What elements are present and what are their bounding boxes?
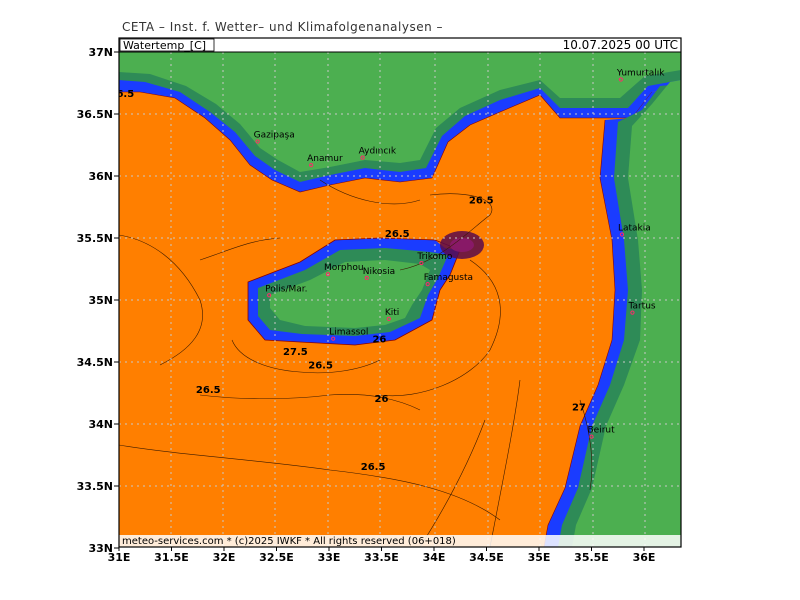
- place-name: Famagusta: [424, 273, 473, 283]
- copyright-text: meteo-services.com * (c)2025 IWKF * All …: [122, 536, 456, 547]
- contour-value-label: 26: [372, 334, 386, 345]
- place-marker: [325, 272, 331, 277]
- contour-value-label: 6.5: [116, 89, 134, 100]
- header-title: CETA – Inst. f. Wetter– und Klimafolgena…: [122, 20, 444, 34]
- contour-value-label: 26.5: [385, 229, 410, 240]
- parameter-label: Watertemp_[C]: [123, 39, 206, 52]
- place-marker: [386, 316, 391, 321]
- plot-frame: [118, 37, 682, 548]
- lon-tick-label: 33E: [318, 551, 341, 564]
- lat-tick-label: 35.5N: [77, 232, 113, 245]
- place-name: Nikosia: [363, 267, 395, 277]
- lon-tick-label: 36E: [633, 551, 656, 564]
- place-marker: [618, 77, 624, 82]
- valid-time: 10.07.2025 00 UTC: [563, 38, 678, 52]
- lon-tick-label: 31.5E: [154, 551, 189, 564]
- place-name: Anamur: [307, 154, 343, 164]
- place-marker: [267, 293, 272, 298]
- contour-value-label: 26.5: [469, 196, 494, 207]
- parameter-box: [119, 38, 215, 52]
- lat-tick-label: 36.5N: [77, 108, 113, 121]
- lat-tick-label: 35N: [88, 294, 113, 307]
- contour-value-label: 26: [375, 394, 389, 405]
- place-name: Morphou: [324, 263, 364, 273]
- lat-tick-label: 37N: [88, 46, 113, 59]
- lon-tick-label: 35.5E: [574, 551, 609, 564]
- place-name: Tartus: [627, 302, 655, 312]
- contour-value-label: 26.5: [196, 385, 221, 396]
- lat-tick-label: 34N: [88, 418, 113, 431]
- isotherm-contours: [119, 179, 593, 547]
- lon-tick-label: 31E: [108, 551, 131, 564]
- lon-tick-label: 35E: [528, 551, 551, 564]
- place-name: Aydıncık: [359, 147, 397, 157]
- contour-value-label: 27.5: [283, 347, 308, 358]
- place-name: Beirut: [588, 426, 616, 436]
- place-name: Kiti: [385, 308, 399, 318]
- footer-band: [119, 535, 681, 547]
- place-marker: [360, 155, 365, 160]
- place-name: Latakia: [618, 224, 651, 234]
- place-marker: [255, 139, 260, 144]
- lon-tick-label: 32E: [213, 551, 236, 564]
- place-marker: [309, 162, 314, 168]
- place-marker: [619, 232, 625, 237]
- place-marker: [425, 282, 430, 287]
- lat-tick-label: 33.5N: [77, 480, 113, 493]
- lon-tick-label: 33.5E: [364, 551, 399, 564]
- lat-tick-label: 34.5N: [77, 356, 113, 369]
- place-name: Trikomo: [416, 252, 453, 262]
- longitude-axis: 31E 31.5E 32E 32.5E 33E 33.5E 34E 34.5E 35E 35.5E…: [108, 547, 656, 564]
- graticule: [119, 52, 681, 547]
- place-marker: [419, 260, 424, 266]
- place-name: Polis/Mar.: [265, 284, 307, 294]
- lon-tick-label: 34.5E: [469, 551, 504, 564]
- place-marker: [630, 310, 635, 315]
- latitude-axis: 37N 36.5N 36N 35.5N 35N 34.5N 34N 33.5N 33N: [77, 46, 119, 555]
- lat-tick-label: 33N: [88, 542, 113, 555]
- lat-tick-label: 36N: [88, 170, 113, 183]
- lon-tick-label: 34E: [423, 551, 446, 564]
- lon-tick-label: 32.5E: [259, 551, 294, 564]
- place-marker: [364, 275, 369, 281]
- place-name: Limassol: [329, 328, 368, 338]
- contour-value-label: 26.5: [308, 360, 333, 371]
- place-name: Gazipaşa: [254, 131, 295, 141]
- place-name: Yumurtalık: [616, 69, 665, 79]
- contour-value-label: 26.5: [361, 462, 386, 473]
- place-labels: Yumurtalık Gazipaşa Anamur Aydıncık Latakia T…: [254, 69, 665, 439]
- place-marker: [589, 434, 594, 439]
- contour-value-label: 27: [572, 403, 586, 414]
- place-marker: [331, 336, 336, 341]
